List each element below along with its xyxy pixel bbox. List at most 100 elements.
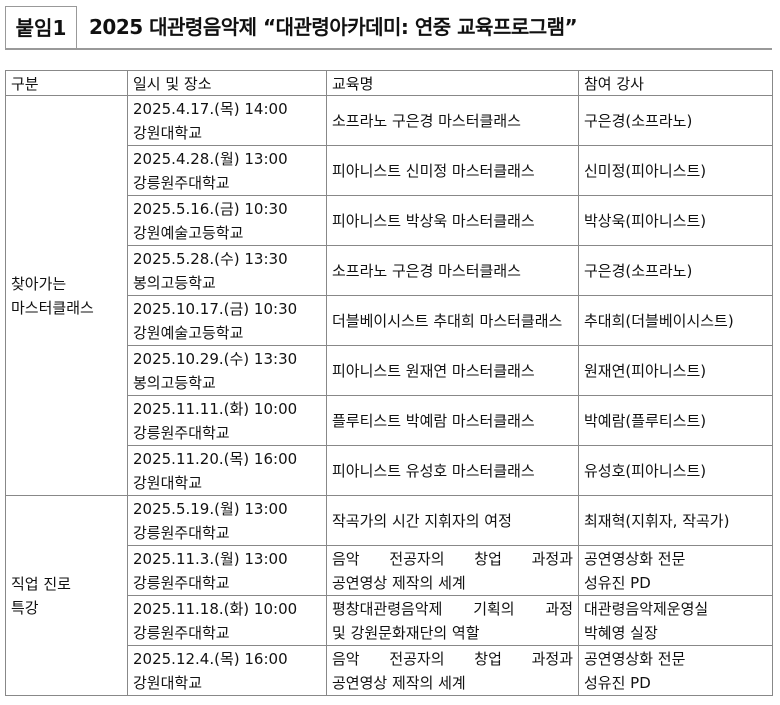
- program-cell: 작곡가의 시간 지휘자의 여정: [326, 495, 579, 546]
- program-line: 음악 전공자의 창업 과정과: [332, 549, 573, 568]
- table-row: 2025.12.4.(목) 16:00 강원대학교 음악 전공자의 창업 과정과 공연…: [6, 645, 773, 696]
- table-row: 2025.11.11.(화) 10:00 강릉원주대학교 플루티스트 박예람 마스터…: [6, 395, 773, 446]
- instructor-line: 박상욱(피아니스트): [584, 211, 707, 230]
- instructor-cell: 신미정(피아니스트): [578, 145, 773, 196]
- instructor-cell: 박상욱(피아니스트): [578, 195, 773, 246]
- datetime-place-cell: 2025.5.16.(금) 10:30 강원예술고등학교: [127, 195, 327, 246]
- instructor-line: 박예람(플루티스트): [584, 411, 707, 430]
- program-line: 소프라노 구은경 마스터클래스: [332, 111, 521, 130]
- table-row: 2025.10.29.(수) 13:30 봉의고등학교 피아니스트 원재연 마스터클…: [6, 345, 773, 396]
- date-time: 2025.11.20.(목) 16:00: [133, 449, 298, 468]
- date-time: 2025.10.17.(금) 10:30: [133, 299, 298, 318]
- instructor-cell: 유성호(피아니스트): [578, 445, 773, 496]
- instructor-cell: 공연영상화 전문 성유진 PD: [578, 545, 773, 596]
- date-time: 2025.5.16.(금) 10:30: [133, 199, 288, 218]
- datetime-place-cell: 2025.4.17.(목) 14:00 강원대학교: [127, 95, 327, 146]
- header-program: 교육명: [326, 70, 579, 96]
- program-line: 및 강원문화재단의 역할: [332, 623, 480, 642]
- place: 강릉원주대학교: [133, 423, 230, 442]
- program-cell: 소프라노 구은경 마스터클래스: [326, 245, 579, 296]
- instructor-cell: 원재연(피아니스트): [578, 345, 773, 396]
- date-time: 2025.12.4.(목) 16:00: [133, 649, 288, 668]
- program-cell: 피아니스트 유성호 마스터클래스: [326, 445, 579, 496]
- date-time: 2025.4.28.(월) 13:00: [133, 149, 288, 168]
- datetime-place-cell: 2025.10.29.(수) 13:30 봉의고등학교: [127, 345, 327, 396]
- program-line: 플루티스트 박예람 마스터클래스: [332, 411, 535, 430]
- instructor-line: 공연영상화 전문: [584, 649, 686, 668]
- instructor-line: 대관령음악제운영실: [584, 599, 709, 618]
- instructor-line: 신미정(피아니스트): [584, 161, 707, 180]
- instructor-cell: 최재혁(지휘자, 작곡가): [578, 495, 773, 546]
- table-row: 2025.4.28.(월) 13:00 강릉원주대학교 피아니스트 신미정 마스터클…: [6, 145, 773, 196]
- date-time: 2025.10.29.(수) 13:30: [133, 349, 298, 368]
- program-cell: 더블베이시스트 추대희 마스터클래스: [326, 295, 579, 346]
- place: 강원예술고등학교: [133, 323, 244, 342]
- program-cell: 소프라노 구은경 마스터클래스: [326, 95, 579, 146]
- program-line: 음악 전공자의 창업 과정과: [332, 649, 573, 668]
- table-row: 2025.5.28.(수) 13:30 봉의고등학교 소프라노 구은경 마스터클래스…: [6, 245, 773, 296]
- date-time: 2025.5.19.(월) 13:00: [133, 499, 288, 518]
- place: 강원대학교: [133, 123, 203, 142]
- datetime-place-cell: 2025.5.28.(수) 13:30 봉의고등학교: [127, 245, 327, 296]
- category-line: 마스터클래스: [11, 298, 94, 317]
- date-time: 2025.11.18.(화) 10:00: [133, 599, 298, 618]
- header-instructor: 참여 강사: [578, 70, 773, 96]
- program-cell: 피아니스트 원재연 마스터클래스: [326, 345, 579, 396]
- datetime-place-cell: 2025.11.18.(화) 10:00 강릉원주대학교: [127, 595, 327, 646]
- program-line: 작곡가의 시간 지휘자의 여정: [332, 511, 512, 530]
- category-line: 직업 진로: [11, 574, 71, 593]
- instructor-line: 원재연(피아니스트): [584, 361, 707, 380]
- program-line: 피아니스트 유성호 마스터클래스: [332, 461, 535, 480]
- date-time: 2025.4.17.(목) 14:00: [133, 99, 288, 118]
- datetime-place-cell: 2025.11.11.(화) 10:00 강릉원주대학교: [127, 395, 327, 446]
- instructor-cell: 박예람(플루티스트): [578, 395, 773, 446]
- instructor-line: 구은경(소프라노): [584, 261, 693, 280]
- instructor-line: 추대희(더블베이시스트): [584, 311, 734, 330]
- datetime-place-cell: 2025.10.17.(금) 10:30 강원예술고등학교: [127, 295, 327, 346]
- datetime-place-cell: 2025.5.19.(월) 13:00 강릉원주대학교: [127, 495, 327, 546]
- date-time: 2025.11.3.(월) 13:00: [133, 549, 288, 568]
- category-line: 찾아가는: [11, 274, 67, 293]
- program-line: 평창대관령음악제 기획의 과정: [332, 599, 573, 618]
- instructor-line: 성유진 PD: [584, 673, 651, 692]
- table-header-row: 구분 일시 및 장소 교육명 참여 강사: [5, 70, 773, 96]
- place: 봉의고등학교: [133, 273, 216, 292]
- instructor-cell: 구은경(소프라노): [578, 245, 773, 296]
- place: 강릉원주대학교: [133, 173, 230, 192]
- program-cell: 피아니스트 신미정 마스터클래스: [326, 145, 579, 196]
- program-line: 공연영상 제작의 세계: [332, 673, 466, 692]
- instructor-cell: 추대희(더블베이시스트): [578, 295, 773, 346]
- program-line: 더블베이시스트 추대희 마스터클래스: [332, 311, 563, 330]
- datetime-place-cell: 2025.11.3.(월) 13:00 강릉원주대학교: [127, 545, 327, 596]
- instructor-line: 공연영상화 전문: [584, 549, 686, 568]
- program-line: 공연영상 제작의 세계: [332, 573, 466, 592]
- instructor-line: 박혜영 실장: [584, 623, 658, 642]
- place: 강릉원주대학교: [133, 623, 230, 642]
- datetime-place-cell: 2025.4.28.(월) 13:00 강릉원주대학교: [127, 145, 327, 196]
- table-row: 2025.5.16.(금) 10:30 강원예술고등학교 피아니스트 박상욱 마스터…: [6, 195, 773, 246]
- place: 강원대학교: [133, 473, 203, 492]
- datetime-place-cell: 2025.11.20.(목) 16:00 강원대학교: [127, 445, 327, 496]
- date-time: 2025.11.11.(화) 10:00: [133, 399, 298, 418]
- place: 강원예술고등학교: [133, 223, 244, 242]
- program-line: 소프라노 구은경 마스터클래스: [332, 261, 521, 280]
- instructor-line: 구은경(소프라노): [584, 111, 693, 130]
- place: 강릉원주대학교: [133, 573, 230, 592]
- program-cell: 플루티스트 박예람 마스터클래스: [326, 395, 579, 446]
- table-row: 찾아가는 마스터클래스 2025.4.17.(목) 14:00 강원대학교 소프라노 구…: [5, 95, 773, 496]
- place: 강원대학교: [133, 673, 203, 692]
- attachment-badge: 붙임1: [5, 6, 77, 48]
- program-line: 피아니스트 원재연 마스터클래스: [332, 361, 535, 380]
- header-category: 구분: [5, 70, 128, 96]
- instructor-line: 유성호(피아니스트): [584, 461, 707, 480]
- place: 봉의고등학교: [133, 373, 216, 392]
- instructor-cell: 구은경(소프라노): [578, 95, 773, 146]
- category-line: 특강: [11, 598, 39, 617]
- program-table: 구분 일시 및 장소 교육명 참여 강사 찾아가는 마스터클래스 2025.4.17…: [5, 70, 773, 696]
- header-datetime-place: 일시 및 장소: [127, 70, 327, 96]
